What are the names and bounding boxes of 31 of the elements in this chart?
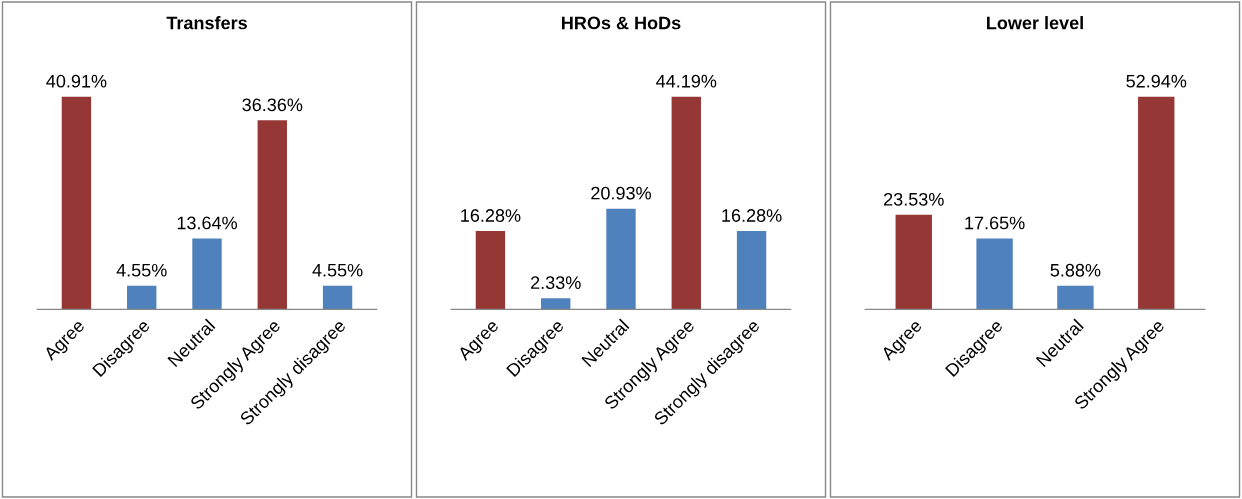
data-label: 40.91% — [46, 74, 107, 88]
bar — [541, 298, 571, 310]
bar — [1057, 285, 1094, 310]
data-label: 4.55% — [312, 263, 363, 277]
data-label: 44.19% — [656, 74, 717, 88]
bar — [61, 96, 92, 310]
data-label: 13.64% — [177, 216, 237, 230]
bar — [257, 120, 287, 310]
bar — [976, 238, 1013, 310]
data-label: 36.36% — [242, 98, 303, 112]
data-label: 2.33% — [531, 276, 581, 290]
data-label: 4.55% — [116, 263, 167, 277]
data-label: 23.53% — [884, 192, 944, 206]
bar — [671, 96, 701, 310]
data-label: 52.94% — [1126, 74, 1187, 88]
bar — [736, 231, 767, 310]
bar — [322, 285, 353, 310]
bar — [127, 285, 157, 310]
chart-title: Transfers — [166, 16, 247, 30]
data-label: 20.93% — [591, 186, 651, 200]
bar — [192, 238, 222, 310]
data-label: 16.28% — [461, 209, 521, 222]
chart-title: Lower level — [987, 16, 1083, 30]
data-label: 17.65% — [965, 216, 1025, 230]
data-label: 16.28% — [722, 209, 782, 222]
bar — [475, 231, 506, 310]
bar — [1138, 96, 1175, 310]
bar — [895, 214, 932, 310]
chart-title: HROs & HoDs — [562, 16, 681, 30]
bar — [606, 208, 636, 310]
data-label: 5.88% — [1050, 263, 1101, 277]
